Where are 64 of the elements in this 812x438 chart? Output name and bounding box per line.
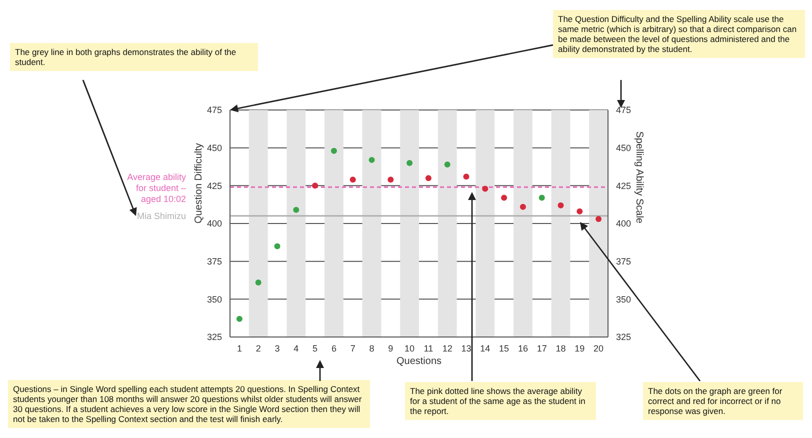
point [255, 280, 262, 286]
y-tick-label: 350 [206, 294, 222, 304]
x-tick-label: 9 [388, 343, 394, 354]
x-tick-label: 5 [312, 343, 318, 354]
x-tick-label: 19 [574, 343, 585, 354]
x-tick-label: 18 [556, 343, 566, 354]
point [596, 216, 602, 222]
point [236, 316, 242, 322]
y2-tick-label: 475 [616, 105, 632, 116]
point [274, 243, 280, 250]
y2-tick-label: 425 [616, 180, 632, 191]
point [520, 204, 526, 210]
x-tick-label: 7 [350, 343, 356, 354]
y2-tick-label: 375 [616, 256, 632, 267]
y-tick-label: 400 [206, 218, 222, 229]
x-tick-label: 2 [256, 343, 261, 354]
point [388, 176, 394, 183]
x-tick-label: 13 [461, 343, 472, 354]
point [576, 208, 583, 214]
y-tick-label: 425 [206, 180, 222, 191]
x-tick-label: 17 [536, 343, 547, 354]
x-tick-label: 15 [499, 343, 510, 354]
x-tick-label: 12 [442, 343, 452, 354]
text: Average ability for student – aged 10:02 [127, 172, 186, 204]
text: The Question Difficulty and the Spelling Ability scale use the same metric (which is arbitrary) so that a direct comparison can be made between the level of questions administered and the ability demonstrated by the student. [553, 10, 805, 58]
y-axis-title: Question Difficulty [194, 143, 205, 224]
y-tick-label: 450 [206, 143, 222, 154]
text: The pink dotted line shows the average ability for a student of the same age as the student in the report. [405, 382, 596, 420]
point [558, 202, 564, 208]
y2-axis-title: Spelling Ability Scale [633, 131, 644, 224]
x-tick-label: 8 [369, 343, 374, 354]
y2-tick-label: 450 [616, 143, 632, 154]
text: Questions – in Single Word spelling each student attempts 20 questions. In Spelling Context students younger than 108 months will answer 20 questions whilst older students will answer 30 questions. If a student achieves a very low score in the Single Word section then they will not be taken to the Spelling Context section and the test will finish early. [8, 380, 370, 428]
text: The grey line in both graphs demonstrates the ability of the student. [10, 43, 258, 71]
y2-tick-label: 350 [616, 294, 632, 304]
point [330, 148, 337, 154]
x-tick-label: 10 [404, 343, 415, 354]
text: The dots on the graph are green for correct and red for incorrect or if no response was given. [643, 382, 803, 420]
y2-tick-label: 400 [616, 218, 632, 229]
point [293, 206, 300, 213]
x-tick-label: 3 [274, 343, 280, 354]
point [463, 174, 470, 180]
x-tick-label: 4 [294, 343, 299, 354]
y2-tick-label: 325 [616, 332, 632, 342]
point [350, 176, 356, 183]
x-tick-label: 16 [518, 343, 528, 354]
y-tick-label: 325 [206, 332, 222, 342]
x-axis-title: Questions [396, 356, 442, 367]
point [538, 194, 545, 201]
point [425, 175, 432, 182]
x-tick-label: 20 [594, 343, 604, 354]
y-tick-label: 475 [206, 105, 222, 116]
point [406, 160, 413, 166]
point [444, 161, 450, 168]
point [482, 186, 488, 192]
x-tick-label: 14 [480, 343, 490, 354]
y-tick-label: 375 [206, 256, 222, 267]
ref-line-label: Mia Shimizu [136, 210, 186, 221]
point [501, 194, 508, 201]
point [368, 156, 375, 163]
point [312, 182, 318, 189]
x-tick-label: 11 [424, 343, 434, 354]
x-tick-label: 6 [331, 343, 336, 354]
x-tick-label: 1 [236, 343, 242, 354]
